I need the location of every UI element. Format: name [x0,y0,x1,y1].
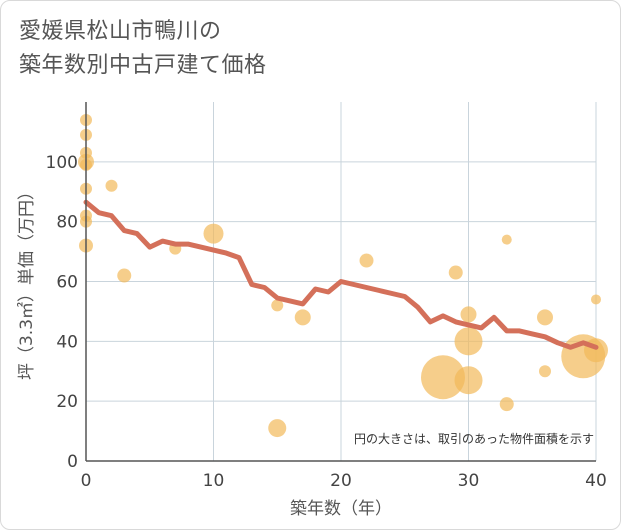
data-point [268,419,287,438]
trend-line [83,199,599,350]
y-tick-label: 20 [56,392,78,412]
y-axis-label: 坪（3.3㎡）単価（万円） [17,183,37,380]
x-tick-label: 10 [203,471,225,491]
axes: 0 10 20 30 40 0 20 40 60 80 100 [46,102,607,491]
x-tick-label: 0 [81,471,92,491]
data-point [203,223,224,244]
y-tick-label: 40 [56,332,78,352]
title-line-1: 愛媛県松山市鴨川の [19,19,222,44]
data-point [539,365,551,378]
data-point [454,327,483,356]
y-tick-label: 0 [67,452,78,472]
x-tick-label: 30 [458,471,480,491]
x-tick-label: 40 [585,471,607,491]
trend-line-layer [83,199,599,350]
y-tick-label: 80 [56,213,78,233]
data-point [117,268,132,283]
data-point [499,397,514,412]
data-point [294,309,311,326]
data-point [359,253,374,268]
data-point [271,299,284,312]
data-point [421,355,465,400]
data-point [501,234,512,245]
data-point [591,294,601,305]
x-axis-label: 築年数（年） [290,499,392,519]
data-point [105,179,118,192]
data-point [454,366,483,395]
x-tick-label: 20 [330,471,352,491]
y-tick-label: 100 [46,153,78,173]
chart-title: 愛媛県松山市鴨川の 築年数別中古戸建て価格 [19,15,267,83]
bubble-size-note: 円の大きさは、取引のあった物件面積を示す [354,431,594,446]
title-line-2: 築年数別中古戸建て価格 [19,53,267,78]
bubble-layer [78,113,608,438]
y-tick-label: 60 [56,273,78,293]
data-point [448,265,463,280]
data-point [537,309,553,326]
data-point [460,306,477,323]
